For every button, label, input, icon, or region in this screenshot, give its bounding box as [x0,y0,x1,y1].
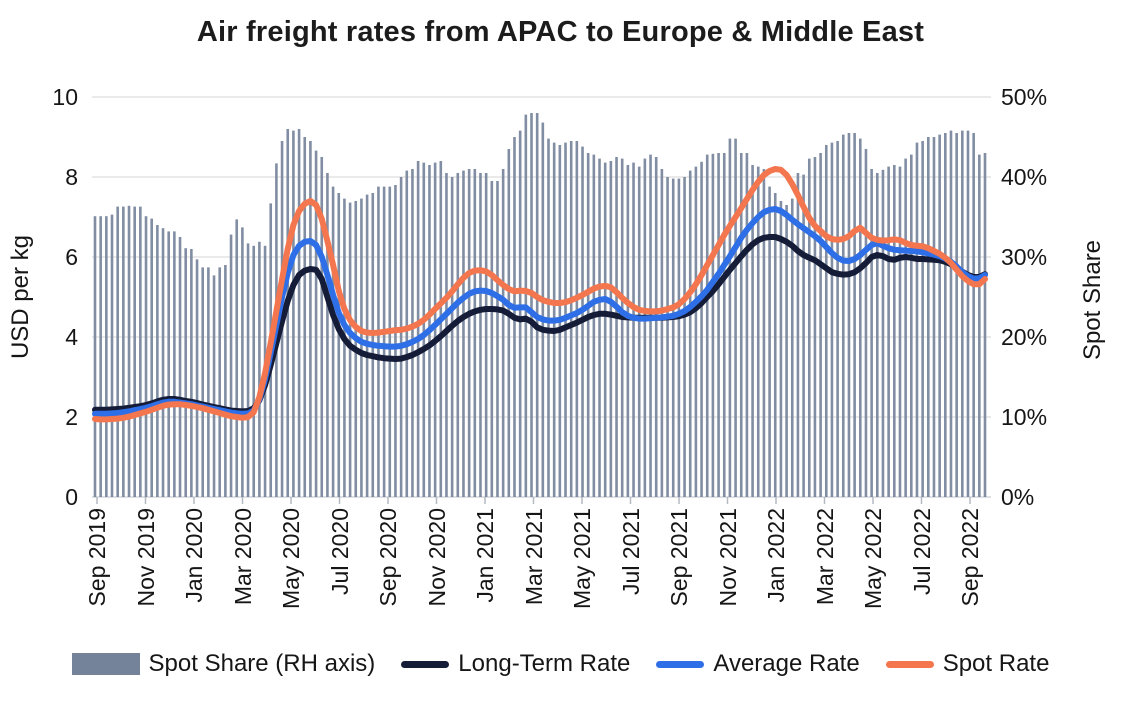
x-tick-label: Nov 2019 [132,508,159,607]
long-term-rate-line-swatch-icon [401,660,450,668]
legend-label: Spot Share (RH axis) [148,650,376,677]
legend-item-average-rate: Average Rate [656,650,860,678]
x-tick-label: Mar 2020 [229,508,256,606]
x-tick-label: Jul 2021 [617,508,644,595]
y-right-tick-label: 10% [1001,404,1048,430]
x-tick-label: Nov 2021 [714,508,741,607]
x-tick-label: Jul 2020 [326,508,353,595]
x-tick-label: Mar 2021 [520,508,547,606]
y-left-tick-label: 6 [65,244,78,270]
x-tick-label: Mar 2022 [811,508,838,606]
legend: Spot Share (RH axis) Long-Term Rate Aver… [0,650,1121,678]
y-right-tick-label: 40% [1001,164,1048,190]
y-left-tick-label: 0 [65,484,78,510]
x-tick-label: Sep 2020 [375,508,401,607]
x-tick-label: Jul 2022 [908,508,935,595]
right-axis-title: Spot Share [1079,239,1106,361]
legend-label: Average Rate [713,650,860,677]
y-right-tick-label: 30% [1001,244,1048,270]
y-left-tick-label: 8 [65,164,78,190]
x-tick-label: May 2022 [860,508,886,610]
x-tick-label: May 2021 [569,508,595,610]
x-tick-label: Jan 2021 [472,508,498,603]
x-tick-label: Sep 2019 [84,508,110,607]
legend-label: Spot Rate [942,650,1050,677]
x-tick-label: May 2020 [278,508,304,610]
x-tick-label: Sep 2022 [957,508,983,607]
y-right-tick-label: 20% [1001,324,1048,350]
legend-label: Long-Term Rate [458,650,631,677]
x-tick-label: Jan 2022 [763,508,789,603]
chart-title: Air freight rates from APAC to Europe & … [196,16,925,48]
average-rate-line-swatch-icon [656,660,705,668]
x-tick-label: Jan 2020 [181,508,207,603]
legend-item-long-term-rate: Long-Term Rate [401,650,630,678]
legend-item-spot-rate: Spot Rate [885,650,1050,678]
x-tick-label: Sep 2021 [666,508,692,607]
legend-item-spot-share: Spot Share (RH axis) [71,650,376,678]
left-axis-title: USD per kg [7,234,34,360]
x-tick-label: Nov 2020 [423,508,450,607]
spot-share-bar-swatch-icon [71,653,140,675]
y-right-tick-label: 50% [1001,84,1048,110]
y-left-tick-label: 10 [52,84,78,110]
y-left-tick-label: 2 [65,404,78,430]
spot-rate-line-swatch-icon [885,660,934,668]
y-left-tick-label: 4 [65,324,78,350]
y-right-tick-label: 0% [1001,484,1035,510]
